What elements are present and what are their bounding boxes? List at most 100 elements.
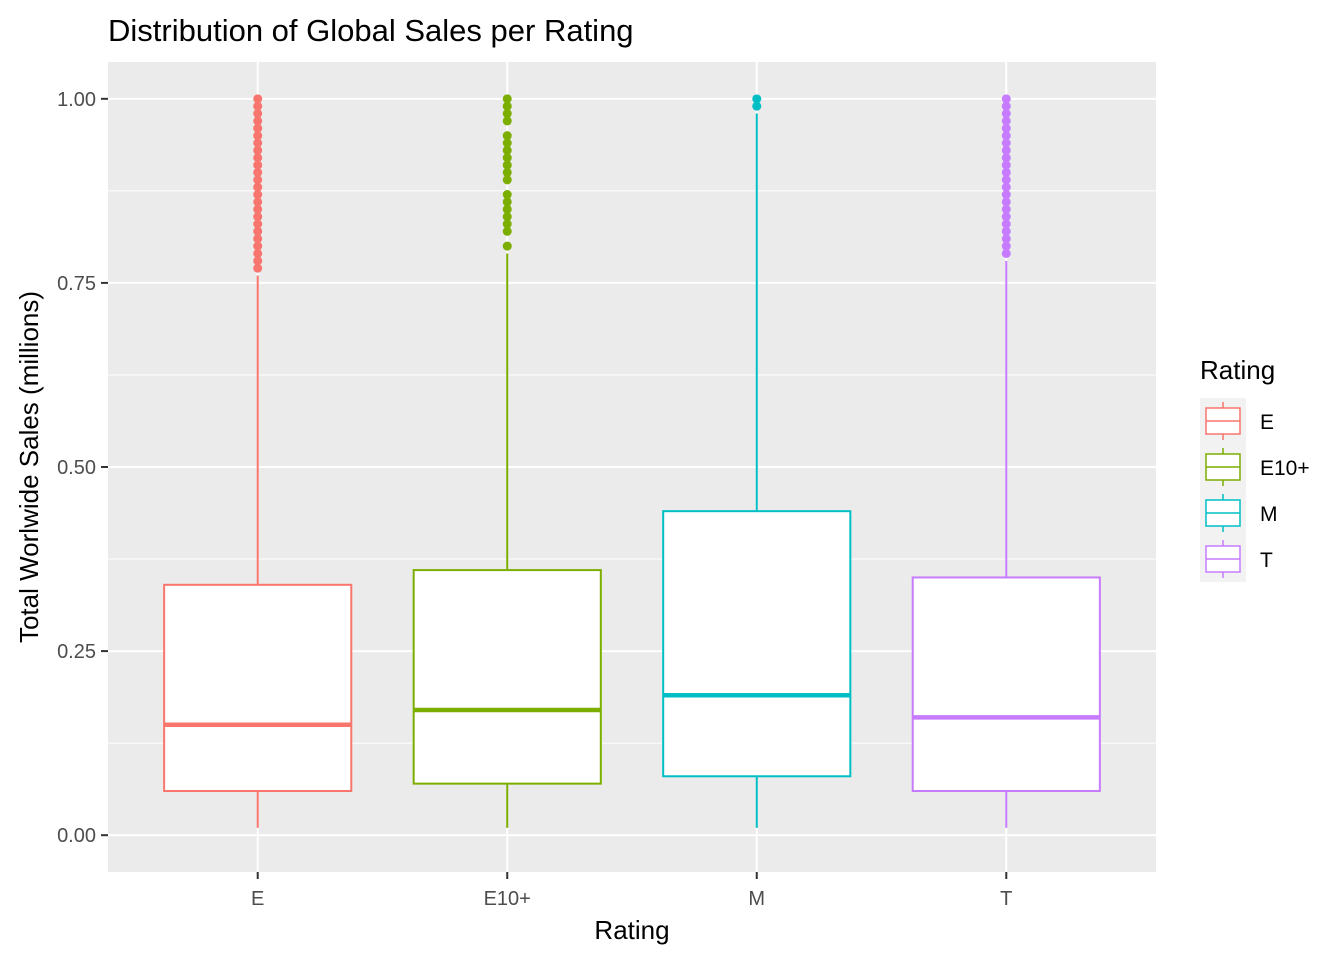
outlier-point [253, 234, 263, 244]
box-t [911, 94, 1101, 828]
outlier-point [253, 263, 263, 273]
outlier-point [253, 197, 263, 207]
outlier-point [502, 197, 512, 207]
outlier-point [1001, 138, 1011, 148]
outlier-point [253, 175, 263, 185]
y-tick-label: 0.75 [57, 273, 96, 295]
legend-label: E10+ [1260, 457, 1310, 480]
outlier-point [502, 153, 512, 163]
legend-label: T [1260, 549, 1273, 572]
outlier-point [1001, 153, 1011, 163]
outlier-point [253, 94, 263, 104]
outlier-point [253, 241, 263, 251]
outlier-point [502, 175, 512, 185]
outlier-point [1001, 197, 1011, 207]
outlier-point [1001, 160, 1011, 170]
outlier-point [1001, 123, 1011, 133]
outlier-point [253, 160, 263, 170]
outlier-point [253, 248, 263, 258]
outlier-point [502, 116, 512, 126]
outlier-point [1001, 226, 1011, 236]
legend: Rating E E10+ MT [1200, 355, 1310, 582]
y-tick-label: 0.25 [57, 641, 96, 663]
outlier-point [253, 256, 263, 266]
outlier-point [253, 109, 263, 119]
outlier-point [253, 219, 263, 229]
y-axis-title: Total Worlwide Sales (millions) [14, 291, 44, 643]
outlier-point [502, 190, 512, 200]
outlier-point [1001, 219, 1011, 229]
outlier-point [253, 145, 263, 155]
legend-item: E [1205, 402, 1274, 440]
outlier-point [1001, 145, 1011, 155]
outlier-point [253, 226, 263, 236]
box-m [662, 94, 852, 828]
box-iqr [662, 510, 852, 778]
outlier-point [1001, 167, 1011, 177]
outlier-point [502, 94, 512, 104]
outlier-point [1001, 94, 1011, 104]
outlier-point [253, 182, 263, 192]
outlier-point [1001, 131, 1011, 141]
outlier-point [253, 167, 263, 177]
outlier-point [1001, 234, 1011, 244]
outlier-point [502, 101, 512, 111]
outlier-point [1001, 248, 1011, 258]
outlier-point [1001, 116, 1011, 126]
outlier-point [253, 123, 263, 133]
outlier-point [502, 226, 512, 236]
outlier-point [1001, 204, 1011, 214]
x-axis: E E10+ M T [251, 872, 1012, 910]
legend-item: M [1205, 494, 1278, 532]
box-iqr [412, 569, 602, 785]
box-e [163, 94, 353, 828]
outlier-point [253, 131, 263, 141]
outlier-point [1001, 212, 1011, 222]
outlier-point [752, 94, 762, 104]
box-e10plus [412, 94, 602, 828]
outlier-point [253, 190, 263, 200]
outlier-point [502, 109, 512, 119]
legend-label: E [1260, 411, 1274, 434]
legend-label: M [1260, 503, 1278, 526]
box-series [163, 94, 1101, 828]
outlier-point [253, 138, 263, 148]
legend-title: Rating [1200, 355, 1275, 385]
outlier-point [253, 101, 263, 111]
outlier-point [253, 204, 263, 214]
outlier-point [752, 101, 762, 111]
outlier-point [1001, 241, 1011, 251]
x-tick-label: E10+ [484, 888, 531, 910]
outlier-point [502, 160, 512, 170]
y-tick-label: 0.50 [57, 457, 96, 479]
outlier-point [502, 219, 512, 229]
box-iqr [911, 576, 1101, 792]
outlier-point [1001, 182, 1011, 192]
outlier-point [502, 138, 512, 148]
x-axis-title: Rating [594, 915, 669, 945]
outlier-point [502, 131, 512, 141]
outlier-point [502, 145, 512, 155]
x-tick-label: M [748, 888, 765, 910]
y-tick-label: 1.00 [57, 89, 96, 111]
y-tick-label: 0.00 [57, 825, 96, 847]
outlier-point [502, 204, 512, 214]
outlier-point [253, 153, 263, 163]
legend-item: E10+ [1205, 448, 1310, 486]
outlier-point [1001, 109, 1011, 119]
outlier-point [1001, 175, 1011, 185]
x-tick-label: E [251, 888, 264, 910]
x-tick-label: T [1000, 888, 1012, 910]
outlier-point [253, 116, 263, 126]
outlier-point [502, 241, 512, 251]
outlier-point [502, 212, 512, 222]
y-axis: 0.00 0.25 0.50 0.75 1.00 [57, 89, 108, 847]
outlier-point [1001, 190, 1011, 200]
box-iqr [163, 583, 353, 792]
chart-title: Distribution of Global Sales per Rating [108, 13, 634, 48]
outlier-point [253, 212, 263, 222]
outlier-point [502, 167, 512, 177]
outlier-point [1001, 101, 1011, 111]
legend-item: T [1205, 540, 1273, 578]
